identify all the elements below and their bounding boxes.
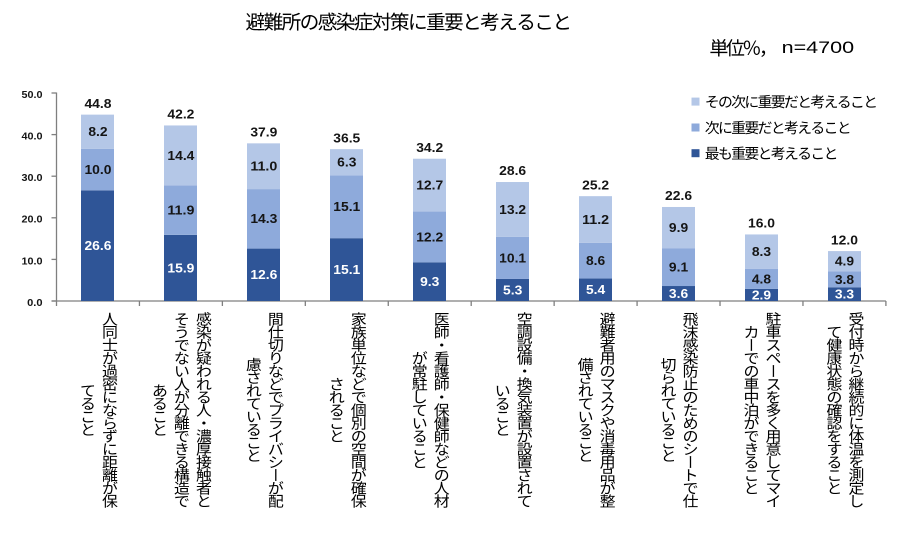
svg-text:11.0: 11.0: [250, 160, 277, 174]
svg-text:12.7: 12.7: [416, 179, 443, 193]
svg-text:12.0: 12.0: [831, 233, 858, 247]
svg-text:22.6: 22.6: [665, 189, 692, 203]
svg-text:12.2: 12.2: [416, 230, 443, 244]
svg-text:15.9: 15.9: [167, 261, 194, 275]
svg-text:11.9: 11.9: [167, 204, 194, 218]
svg-text:36.5: 36.5: [333, 131, 360, 145]
svg-text:0.0: 0.0: [27, 298, 43, 309]
svg-text:9.1: 9.1: [669, 261, 688, 275]
svg-text:15.1: 15.1: [333, 200, 360, 214]
svg-text:3.8: 3.8: [835, 273, 854, 287]
svg-text:10.1: 10.1: [499, 251, 526, 265]
svg-text:3.3: 3.3: [835, 288, 854, 302]
svg-text:25.2: 25.2: [582, 178, 609, 192]
svg-text:34.2: 34.2: [416, 141, 443, 155]
svg-text:42.2: 42.2: [167, 108, 194, 122]
svg-text:37.9: 37.9: [250, 126, 277, 140]
svg-text:2.9: 2.9: [752, 288, 771, 302]
svg-text:50.0: 50.0: [22, 90, 43, 101]
svg-text:11.2: 11.2: [582, 213, 609, 227]
svg-text:8.6: 8.6: [586, 254, 605, 268]
svg-text:n=4700: n=4700: [782, 39, 855, 57]
svg-text:4.9: 4.9: [835, 255, 854, 269]
svg-text:6.3: 6.3: [337, 156, 356, 170]
svg-text:9.3: 9.3: [420, 275, 439, 289]
svg-text:4.8: 4.8: [752, 272, 771, 286]
svg-text:26.6: 26.6: [84, 239, 111, 253]
svg-text:15.1: 15.1: [333, 263, 360, 277]
svg-text:20.0: 20.0: [22, 215, 43, 226]
svg-text:5.4: 5.4: [586, 283, 605, 297]
svg-text:28.6: 28.6: [499, 164, 526, 178]
svg-text:5.3: 5.3: [503, 283, 522, 297]
svg-text:40.0: 40.0: [22, 132, 43, 143]
svg-text:9.9: 9.9: [669, 221, 688, 235]
svg-text:16.0: 16.0: [748, 217, 775, 231]
svg-text:8.2: 8.2: [88, 125, 107, 139]
svg-text:44.8: 44.8: [84, 97, 111, 111]
svg-text:14.3: 14.3: [250, 212, 277, 226]
svg-text:30.0: 30.0: [22, 173, 43, 184]
svg-text:3.6: 3.6: [669, 287, 688, 301]
svg-text:10.0: 10.0: [84, 163, 111, 177]
svg-text:10.0: 10.0: [22, 256, 43, 267]
svg-text:14.4: 14.4: [167, 149, 194, 163]
svg-text:13.2: 13.2: [499, 203, 526, 217]
svg-text:8.3: 8.3: [752, 245, 771, 259]
svg-text:12.6: 12.6: [250, 268, 277, 282]
